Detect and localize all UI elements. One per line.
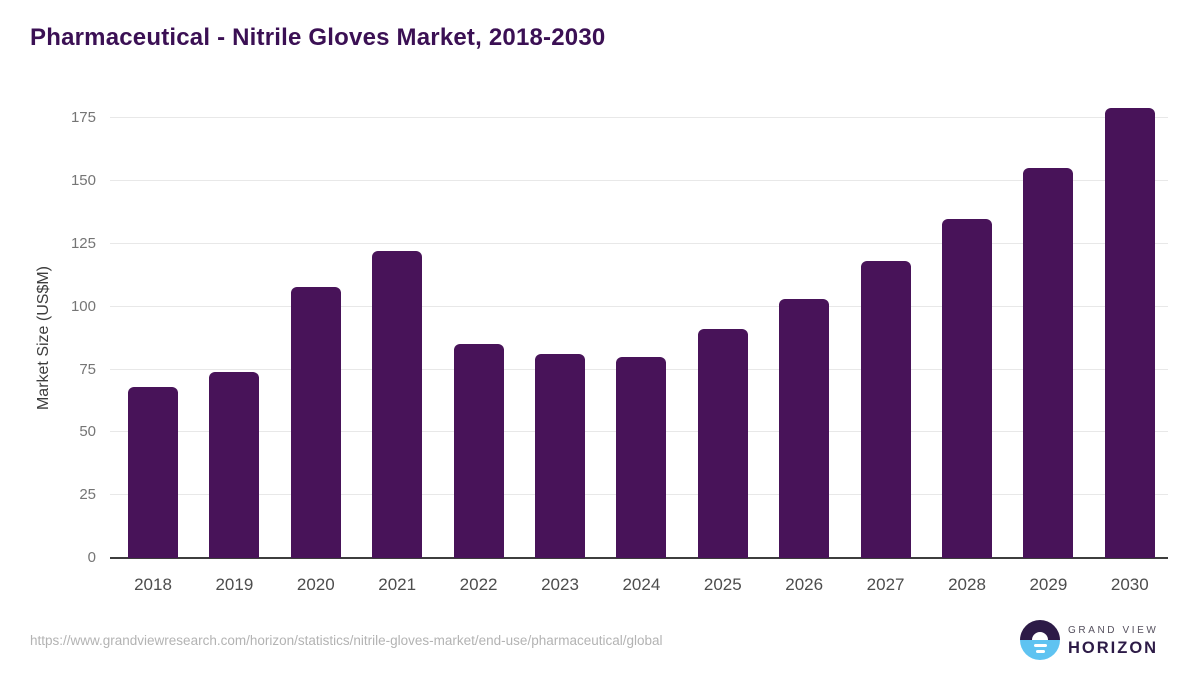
y-tick-label-150: 150 xyxy=(70,171,96,189)
x-tick-label-2029: 2029 xyxy=(1029,575,1068,594)
logo-brand-name: GRAND VIEW xyxy=(1068,625,1159,636)
y-tick-label-100: 100 xyxy=(70,297,96,315)
y-tick-label-0: 0 xyxy=(87,549,96,566)
x-tick-label-2023: 2023 xyxy=(541,575,579,594)
grandview-horizon-logo: GRAND VIEW HORIZON xyxy=(1020,620,1170,662)
bar-2018 xyxy=(128,387,178,558)
x-tick-label-2022: 2022 xyxy=(459,575,498,594)
bar-2019 xyxy=(209,372,260,558)
horizon-sunrise-icon xyxy=(1020,620,1060,660)
bar-2027 xyxy=(860,261,911,558)
grid-line-125 xyxy=(110,242,1168,244)
y-axis-title: Market Size (US$M) xyxy=(35,265,52,411)
bar-2030 xyxy=(1104,108,1155,558)
y-tick-label-75: 75 xyxy=(79,360,96,378)
y-tick-label-50: 50 xyxy=(79,423,96,441)
y-tick-label-175: 175 xyxy=(70,109,96,127)
x-tick-label-2030: 2030 xyxy=(1110,575,1149,594)
bar-2028 xyxy=(942,218,992,558)
source-url: https://www.grandviewresearch.com/horizo… xyxy=(30,633,663,648)
x-tick-label-2026: 2026 xyxy=(785,575,824,594)
x-tick-label-2024: 2024 xyxy=(622,575,661,594)
logo-product-name: HORIZON xyxy=(1068,639,1159,657)
grid-line-175 xyxy=(110,117,1168,119)
y-tick-label-125: 125 xyxy=(70,234,96,252)
sunrise-arch-shape xyxy=(1032,632,1048,640)
grid-line-150 xyxy=(110,179,1168,181)
x-tick-label-2019: 2019 xyxy=(215,575,254,594)
page-title: Pharmaceutical - Nitrile Gloves Market, … xyxy=(30,24,606,51)
bar-2022 xyxy=(453,344,504,558)
x-tick-label-2021: 2021 xyxy=(378,575,417,594)
bar-2021 xyxy=(372,251,423,558)
bar-2029 xyxy=(1023,168,1074,558)
x-tick-label-2018: 2018 xyxy=(134,575,172,594)
bar-2025 xyxy=(697,329,748,558)
x-tick-label-2020: 2020 xyxy=(296,575,335,594)
bar-2020 xyxy=(290,286,341,558)
x-tick-label-2027: 2027 xyxy=(866,575,905,594)
plot-area: 0 25 50 75 100 125 150 175 2018 2019 2020 2021 2022 2… xyxy=(71,93,1168,594)
x-tick-label-2028: 2028 xyxy=(948,575,986,594)
x-tick-label-2025: 2025 xyxy=(703,575,742,594)
grid-line-100 xyxy=(110,305,1168,307)
reflection-line-2 xyxy=(1035,650,1045,653)
y-tick-label-25: 25 xyxy=(79,486,96,504)
bar-chart: Market Size (US$M) 0 25 50 75 100 125 150 175 20… xyxy=(35,93,1168,594)
bar-2026 xyxy=(779,299,830,558)
x-axis-line xyxy=(110,557,1168,559)
bar-2024 xyxy=(616,356,667,558)
logo-text: GRAND VIEW HORIZON xyxy=(1068,625,1158,658)
bar-2023 xyxy=(535,354,585,558)
reflection-line-1 xyxy=(1033,644,1047,647)
